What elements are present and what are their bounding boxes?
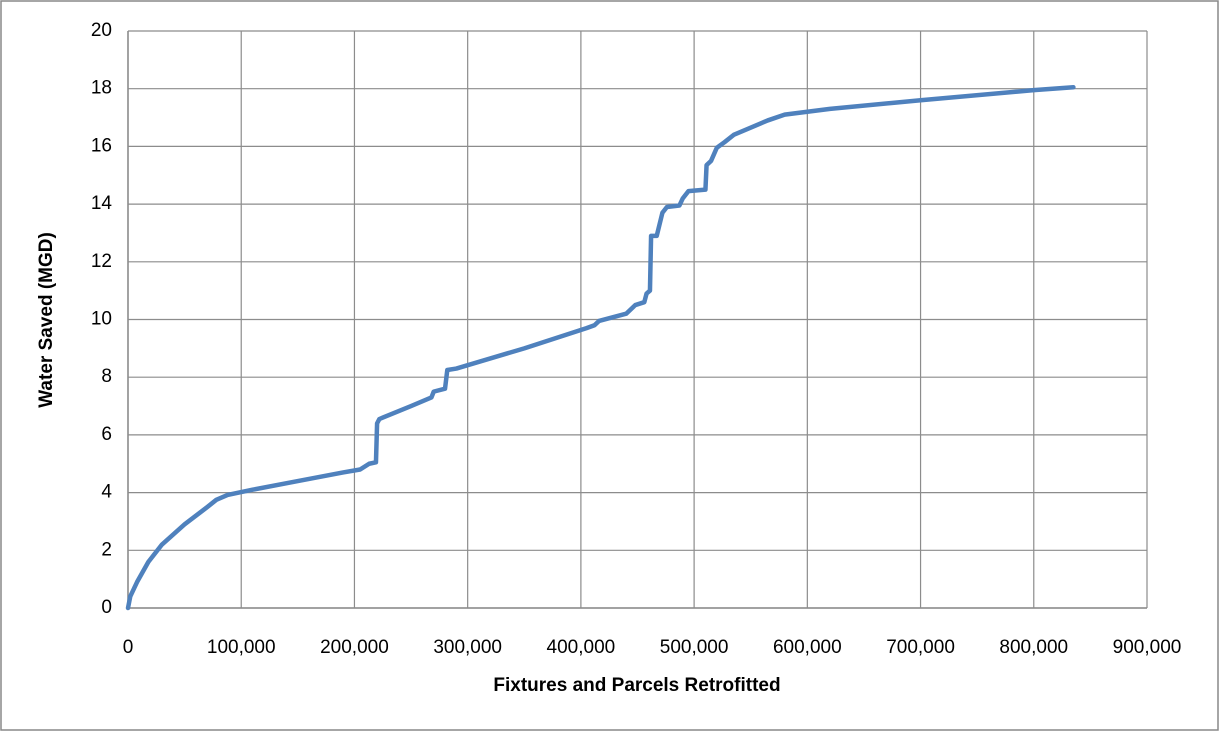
y-tick-label: 12: [91, 251, 112, 272]
y-tick-label: 0: [101, 597, 112, 618]
y-tick-label: 8: [101, 366, 112, 387]
x-tick-label: 0: [123, 637, 134, 658]
x-tick-label: 700,000: [886, 637, 955, 658]
x-tick-label: 500,000: [660, 637, 729, 658]
y-tick-label: 10: [91, 309, 112, 330]
y-tick-label: 4: [101, 482, 112, 503]
y-axis-title: Water Saved (MGD): [36, 232, 57, 408]
x-axis-title: Fixtures and Parcels Retrofitted: [493, 675, 780, 696]
y-tick-label: 2: [101, 539, 112, 560]
y-tick-label: 20: [91, 20, 112, 41]
y-tick-label: 6: [101, 424, 112, 445]
y-tick-label: 14: [91, 193, 113, 214]
x-tick-label: 600,000: [773, 637, 842, 658]
y-tick-label: 16: [91, 135, 112, 156]
x-tick-label: 100,000: [207, 637, 276, 658]
x-tick-label: 300,000: [433, 637, 502, 658]
data-line: [125, 85, 1076, 611]
x-tick-label: 200,000: [320, 637, 389, 658]
x-tick-label: 400,000: [547, 637, 616, 658]
y-tick-label: 18: [91, 78, 112, 99]
x-tick-label: 800,000: [999, 637, 1068, 658]
x-tick-label: 900,000: [1113, 637, 1182, 658]
